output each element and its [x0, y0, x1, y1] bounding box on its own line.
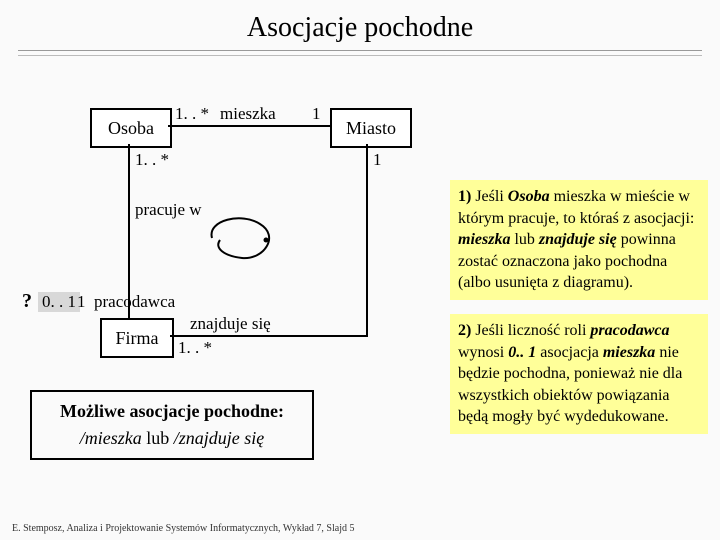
- footer-text: E. Stemposz, Analiza i Projektowanie Sys…: [12, 523, 354, 534]
- note1-osoba: Osoba: [508, 188, 550, 205]
- class-firma: Firma: [100, 318, 174, 358]
- derived-znajduje: /znajduje się: [174, 428, 265, 448]
- notes-panel: 1) Jeśli Osoba mieszka w mieście w który…: [450, 180, 708, 448]
- divider-top: [18, 50, 702, 51]
- derived-mieszka: /mieszka: [80, 428, 142, 448]
- note2-mieszka: mieszka: [603, 344, 655, 361]
- class-miasto: Miasto: [330, 108, 412, 148]
- assoc-mieszka-label: mieszka: [220, 104, 276, 124]
- mult-pracodawca-alt: 0. . 1: [38, 292, 80, 312]
- assoc-pracuje-label: pracuje w: [135, 200, 202, 220]
- note1-znajduje: znajduje się: [539, 231, 617, 248]
- note2-role: pracodawca: [590, 322, 669, 339]
- note-1: 1) Jeśli Osoba mieszka w mieście w który…: [450, 180, 708, 300]
- edge-osoba-miasto: [168, 125, 330, 127]
- note2-t1: Jeśli liczność roli: [471, 322, 590, 339]
- role-pracodawca: pracodawca: [94, 292, 175, 312]
- assoc-znajduje-label: znajduje się: [190, 314, 271, 334]
- note2-lead: 2): [458, 322, 471, 339]
- note2-t3: asocjacja: [536, 344, 603, 361]
- edge-firma-miasto-h: [170, 335, 368, 337]
- note2-mult: 0.. 1: [508, 344, 536, 361]
- note2-t2: wynosi: [458, 344, 508, 361]
- derived-sep: lub: [142, 428, 174, 448]
- mult-mieszka-right: 1: [312, 104, 321, 124]
- derived-list: /mieszka lub /znajduje się: [42, 425, 302, 452]
- page-title: Asocjacje pochodne: [0, 0, 720, 50]
- scribble-mark: [202, 210, 282, 265]
- note-2: 2) Jeśli liczność roli pracodawca wynosi…: [450, 314, 708, 434]
- derived-title: Możliwe asocjacje pochodne:: [42, 398, 302, 425]
- mult-znajduje-firma: 1. . *: [178, 338, 212, 358]
- divider-top2: [18, 55, 702, 56]
- uml-diagram: Osoba Miasto Firma 1. . * mieszka 1 1. .…: [0, 70, 450, 450]
- mult-pracuje-osoba: 1. . *: [135, 150, 169, 170]
- edge-firma-miasto-v: [366, 144, 368, 337]
- derived-associations-box: Możliwe asocjacje pochodne: /mieszka lub…: [30, 390, 314, 460]
- question-mark: ?: [22, 290, 32, 313]
- note1-t3: lub: [510, 231, 538, 248]
- mult-pracodawca-lead: 1: [77, 292, 86, 312]
- note1-t1: Jeśli: [471, 188, 507, 205]
- mult-mieszka-left: 1. . *: [175, 104, 209, 124]
- class-osoba: Osoba: [90, 108, 172, 148]
- note1-mieszka: mieszka: [458, 231, 510, 248]
- note1-lead: 1): [458, 188, 471, 205]
- mult-znajduje-miasto: 1: [373, 150, 382, 170]
